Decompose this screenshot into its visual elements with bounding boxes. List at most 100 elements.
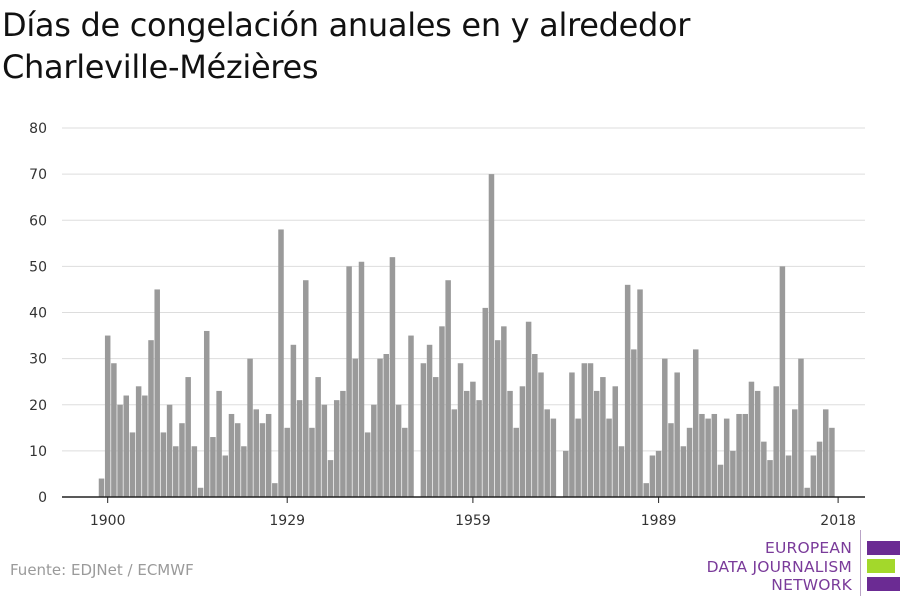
bar <box>364 432 371 497</box>
bar <box>111 363 117 497</box>
bar <box>222 455 229 497</box>
bar <box>699 413 705 497</box>
bar <box>197 487 204 497</box>
y-tick-label: 30 <box>29 352 47 368</box>
bars <box>98 174 835 497</box>
bar <box>717 464 724 497</box>
bar <box>290 344 297 497</box>
bar <box>346 266 352 497</box>
bar <box>550 418 557 497</box>
x-tick-label: 2018 <box>820 513 856 529</box>
bar <box>142 395 148 497</box>
bar <box>761 441 767 497</box>
bar <box>655 450 662 497</box>
bar <box>488 174 495 497</box>
bar <box>426 344 433 497</box>
y-tick-label: 20 <box>29 398 47 414</box>
bar <box>402 427 408 497</box>
bar <box>253 409 259 497</box>
bar <box>482 307 489 497</box>
edjnet-logo: EUROPEAN DATA JOURNALISM NETWORK <box>706 530 900 596</box>
bar <box>179 423 185 497</box>
bar <box>389 257 396 497</box>
bar <box>829 427 835 497</box>
logo-text-european: EUROPEAN <box>764 539 852 557</box>
bar <box>210 437 216 497</box>
bar <box>321 404 328 497</box>
bar <box>507 390 513 497</box>
logo-text-data-journalism: DATA JOURNALISM <box>706 558 852 576</box>
bar <box>600 377 606 497</box>
bar <box>723 418 730 497</box>
bar <box>457 363 464 497</box>
gridlines <box>62 127 865 452</box>
bar <box>767 460 773 497</box>
bar <box>160 432 167 497</box>
bar <box>476 400 482 497</box>
bar <box>445 280 451 497</box>
y-tick-label: 50 <box>29 259 47 275</box>
x-tick-label: 1989 <box>641 513 677 529</box>
logo-bar-purple-top <box>867 541 900 555</box>
bar <box>166 404 173 497</box>
bar <box>333 400 340 497</box>
bar <box>439 326 445 497</box>
y-tick-label: 0 <box>38 490 47 506</box>
y-tick-label: 70 <box>29 167 47 183</box>
bar <box>822 409 829 497</box>
bar <box>662 358 668 497</box>
bar <box>309 427 315 497</box>
bar <box>284 427 290 497</box>
chart-title-line-2: Charleville-Mézières <box>2 48 319 86</box>
bar <box>532 354 538 497</box>
bar <box>643 483 649 497</box>
bar <box>519 386 526 497</box>
bar <box>649 455 656 497</box>
x-tick-label: 1959 <box>455 513 491 529</box>
bar <box>581 363 588 497</box>
bar <box>327 460 334 497</box>
bar <box>470 381 476 497</box>
bar <box>278 229 284 497</box>
bar <box>272 483 278 497</box>
bar <box>730 450 736 497</box>
bar <box>383 354 389 497</box>
logo-divider <box>860 530 861 596</box>
bar <box>668 423 674 497</box>
bar <box>544 409 550 497</box>
bar <box>371 404 377 497</box>
bar <box>148 340 154 497</box>
bar <box>612 386 619 497</box>
bar <box>779 266 786 497</box>
bar <box>606 418 612 497</box>
bar <box>705 418 711 497</box>
bar <box>525 321 532 497</box>
bar <box>259 423 266 497</box>
bar <box>191 446 198 497</box>
bar <box>451 409 458 497</box>
bar <box>816 441 823 497</box>
bar <box>792 409 798 497</box>
bar <box>736 413 742 497</box>
y-tick-label: 60 <box>29 213 47 229</box>
bar <box>296 400 303 497</box>
bar <box>104 335 111 497</box>
bar <box>680 446 687 497</box>
y-tick-label: 80 <box>29 121 47 137</box>
bar <box>742 413 749 497</box>
x-tick-label: 1900 <box>90 513 126 529</box>
bar <box>395 404 402 497</box>
bar <box>123 395 130 497</box>
bar <box>575 418 581 497</box>
bar <box>513 427 519 497</box>
x-tick-label: 1929 <box>269 513 305 529</box>
bar <box>692 349 699 497</box>
bar <box>748 381 755 497</box>
bar <box>117 404 123 497</box>
bar <box>315 377 321 497</box>
bar <box>377 358 383 497</box>
bar <box>185 377 191 497</box>
bar <box>587 363 594 497</box>
bar <box>358 261 365 497</box>
